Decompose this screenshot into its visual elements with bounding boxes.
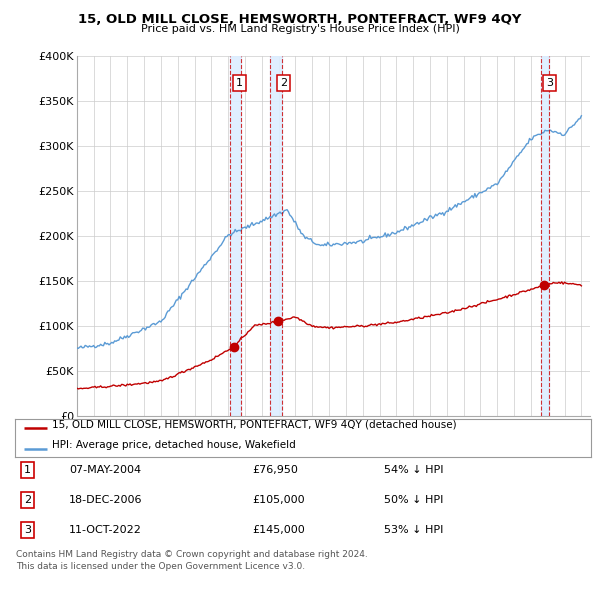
Text: Price paid vs. HM Land Registry's House Price Index (HPI): Price paid vs. HM Land Registry's House … <box>140 24 460 34</box>
Text: £145,000: £145,000 <box>252 525 305 535</box>
Text: 2: 2 <box>280 78 287 88</box>
Text: 18-DEC-2006: 18-DEC-2006 <box>69 495 143 505</box>
Bar <box>270 56 282 416</box>
Text: 11-OCT-2022: 11-OCT-2022 <box>69 525 142 535</box>
Text: £105,000: £105,000 <box>252 495 305 505</box>
Text: This data is licensed under the Open Government Licence v3.0.: This data is licensed under the Open Gov… <box>16 562 305 571</box>
Text: Contains HM Land Registry data © Crown copyright and database right 2024.: Contains HM Land Registry data © Crown c… <box>16 550 368 559</box>
Text: 1: 1 <box>24 465 31 475</box>
Text: 15, OLD MILL CLOSE, HEMSWORTH, PONTEFRACT, WF9 4QY (detached house): 15, OLD MILL CLOSE, HEMSWORTH, PONTEFRAC… <box>52 419 457 430</box>
Text: 54% ↓ HPI: 54% ↓ HPI <box>384 465 443 475</box>
Text: 15, OLD MILL CLOSE, HEMSWORTH, PONTEFRACT, WF9 4QY: 15, OLD MILL CLOSE, HEMSWORTH, PONTEFRAC… <box>79 13 521 26</box>
Text: 50% ↓ HPI: 50% ↓ HPI <box>384 495 443 505</box>
Text: HPI: Average price, detached house, Wakefield: HPI: Average price, detached house, Wake… <box>52 440 296 450</box>
Text: 3: 3 <box>546 78 553 88</box>
Text: 3: 3 <box>24 525 31 535</box>
Bar <box>541 56 550 416</box>
Text: £76,950: £76,950 <box>252 465 298 475</box>
Text: 2: 2 <box>24 495 31 505</box>
Text: 07-MAY-2004: 07-MAY-2004 <box>69 465 141 475</box>
Text: 53% ↓ HPI: 53% ↓ HPI <box>384 525 443 535</box>
Bar <box>230 56 241 416</box>
Text: 1: 1 <box>236 78 243 88</box>
